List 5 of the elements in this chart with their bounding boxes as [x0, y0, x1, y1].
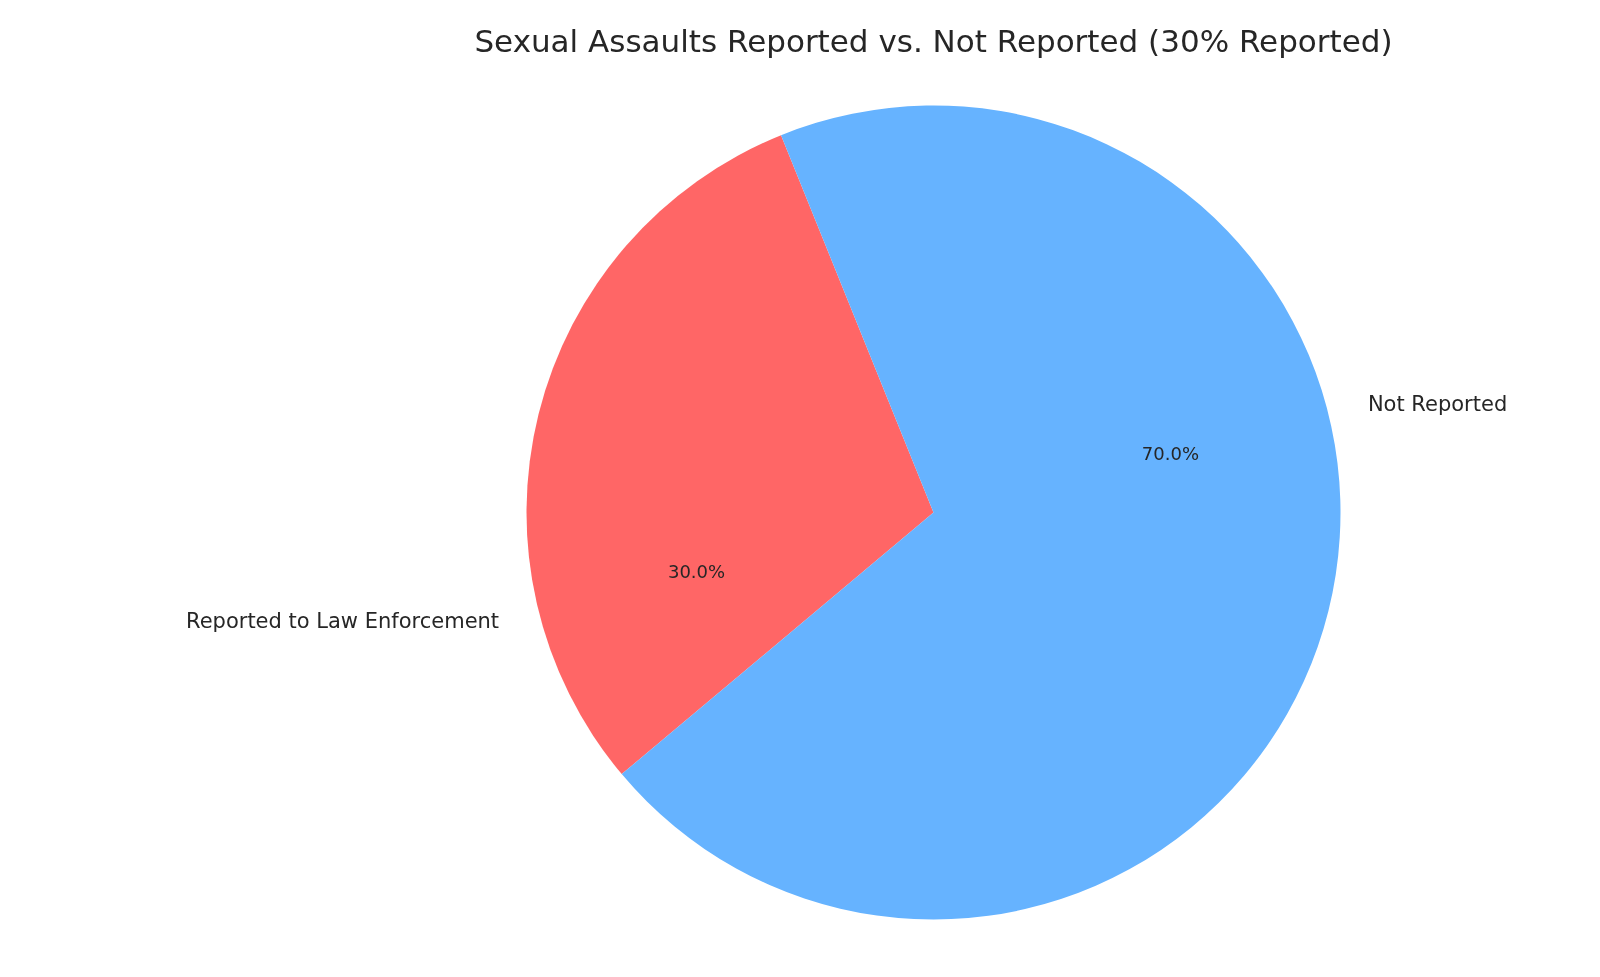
chart-title: Sexual Assaults Reported vs. Not Reported (30% Reported) — [474, 22, 1393, 59]
slice-label: Reported to Law Enforcement — [186, 608, 500, 633]
slice-label: Not Reported — [1367, 392, 1508, 417]
data-label: 30.0% — [667, 561, 726, 583]
data-label: 70.0% — [1141, 442, 1200, 464]
